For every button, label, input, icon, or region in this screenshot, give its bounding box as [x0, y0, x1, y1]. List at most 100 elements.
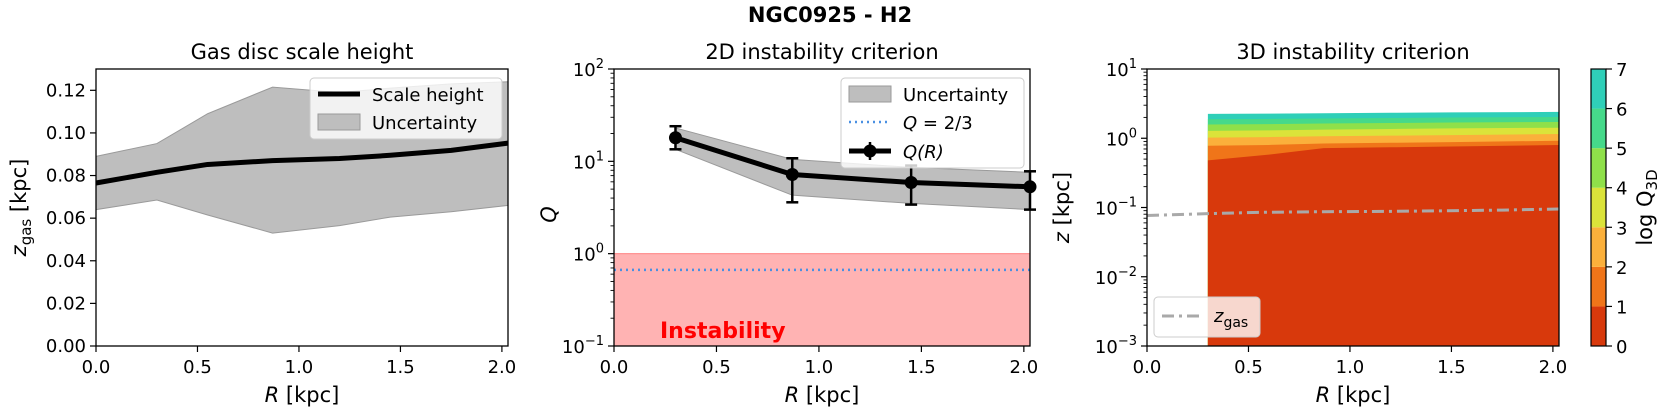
y-tick-label: 102	[573, 57, 604, 81]
y-axis-label: z [kpc]	[1050, 172, 1074, 244]
colorbar-tick-label: 7	[1616, 60, 1627, 81]
x-tick-label: 2.0	[1010, 357, 1039, 378]
legend-label: Q = 2/3	[903, 113, 973, 134]
y-axis-label-var: z	[1050, 231, 1074, 244]
colorbar-tick-label: 1	[1616, 297, 1627, 318]
legend-marker-uncertainty	[848, 85, 892, 103]
x-tick-label: 0.0	[82, 357, 111, 378]
colorbar-segment	[1591, 148, 1606, 188]
y-axis-label-sub: gas	[17, 219, 35, 246]
instability-annotation: Instability	[660, 319, 786, 344]
colorbar-tick-label: 4	[1616, 179, 1627, 200]
legend-label: Scale height	[372, 85, 484, 106]
y-axis-label-unit: [kpc]	[1050, 172, 1074, 232]
y-tick-exponent: 2	[596, 57, 604, 72]
y-tick-label: 0.02	[46, 293, 86, 314]
colorbar-tick-label: 0	[1616, 337, 1627, 358]
colorbar-tick-label: 6	[1616, 100, 1627, 121]
q-line	[674, 135, 1031, 190]
legend-marker-uncertainty	[317, 113, 361, 131]
y-tick-label: 0.04	[46, 251, 86, 272]
x-axis-label-unit: [kpc]	[799, 383, 859, 407]
legend-label-rest: = 2/3	[917, 113, 973, 134]
x-axis-label-unit: [kpc]	[279, 383, 339, 407]
y-tick-label: 101	[573, 149, 604, 173]
panel-scale-height: 0.00 0.02 0.04 0.06 0.08 0.10 0.12 zgas [kpc] Ga…	[7, 40, 516, 407]
legend: zgas	[1153, 296, 1261, 338]
y-tick-exponent: −1	[1118, 196, 1137, 211]
y-tick-base: 10	[1106, 60, 1129, 81]
legend-label-var: Q	[903, 113, 917, 134]
y-tick-exponent: −1	[585, 334, 604, 349]
x-tick-label: 1.5	[386, 357, 415, 378]
x-tick-label: 1.5	[1437, 357, 1466, 378]
y-tick-label: 0.12	[46, 80, 86, 101]
y-tick-label: 100	[573, 242, 604, 266]
x-axis-label: R [kpc]	[265, 383, 340, 407]
x-axis-label-var: R	[1316, 383, 1331, 407]
x-tick-label: 2.0	[1539, 357, 1568, 378]
colorbar-segment	[1591, 227, 1606, 267]
y-tick-label: 0.00	[46, 336, 86, 357]
colorbar-segment	[1591, 69, 1606, 109]
y-tick-label: 101	[1106, 57, 1137, 81]
y-tick-base: 10	[573, 60, 596, 81]
y-tick-exponent: 0	[1129, 126, 1137, 141]
y-tick-base: 10	[562, 337, 585, 358]
legend: Uncertainty Q = 2/3 Q(R)	[840, 77, 1025, 169]
y-axis-label: zgas [kpc]	[7, 159, 35, 258]
legend-label: Q(R)	[903, 142, 944, 163]
data-point	[785, 168, 799, 182]
x-tick-label: 2.0	[488, 357, 517, 378]
colorbar-tick-label: 5	[1616, 139, 1627, 160]
colorbar-tick-label: 3	[1616, 218, 1627, 239]
x-tick-label: 1.5	[907, 357, 936, 378]
data-point	[668, 131, 682, 145]
x-tick-label: 1.0	[805, 357, 834, 378]
y-tick-exponent: 1	[596, 149, 604, 164]
x-axis-label-var: R	[265, 383, 280, 407]
x-tick-label: 0.0	[600, 357, 629, 378]
plot-frame	[1146, 68, 1560, 347]
panel-title: Gas disc scale height	[191, 40, 414, 64]
y-tick-exponent: 1	[1129, 57, 1137, 72]
x-tick-label: 1.0	[1336, 357, 1365, 378]
y-tick-base: 10	[573, 245, 596, 266]
panel-title: 3D instability criterion	[1236, 40, 1469, 64]
legend-label: Uncertainty	[372, 113, 478, 134]
x-tick-label: 0.0	[1133, 357, 1162, 378]
y-tick-label: 10−3	[1095, 334, 1137, 358]
y-tick-base: 10	[573, 152, 596, 173]
x-axis-label-unit: [kpc]	[1330, 383, 1390, 407]
y-tick-exponent: 0	[596, 242, 604, 257]
figure-title: NGC0925 - H2	[748, 3, 912, 27]
legend-label-var: z	[1213, 306, 1224, 327]
legend-label-sub: gas	[1223, 315, 1248, 331]
legend-box	[1153, 296, 1261, 338]
zgas-line	[1146, 207, 1560, 218]
colorbar-label-sub: 3D	[1643, 169, 1661, 190]
y-tick-base: 10	[1106, 129, 1129, 150]
plot-frame	[613, 68, 1031, 347]
y-tick-label: 100	[1106, 126, 1137, 150]
colorbar-tick-label: 2	[1616, 258, 1627, 279]
y-tick-base: 10	[1095, 199, 1118, 220]
legend-marker-q-point	[863, 144, 877, 158]
colorbar-segment	[1591, 187, 1606, 228]
panel-title: 2D instability criterion	[705, 40, 938, 64]
contour-level-0	[1207, 144, 1559, 346]
x-axis-label: R [kpc]	[1316, 383, 1391, 407]
legend: Scale height Uncertainty	[309, 77, 503, 140]
colorbar-segment	[1591, 108, 1606, 149]
colorbar-frame	[1590, 68, 1607, 347]
instability-region	[613, 253, 1031, 347]
x-tick-label: 0.5	[183, 357, 212, 378]
y-tick-label: 10−2	[1095, 265, 1137, 289]
x-tick-label: 1.0	[285, 357, 314, 378]
colorbar-segment	[1591, 306, 1606, 346]
y-tick-base: 10	[1095, 337, 1118, 358]
scale-height-line	[95, 140, 509, 186]
